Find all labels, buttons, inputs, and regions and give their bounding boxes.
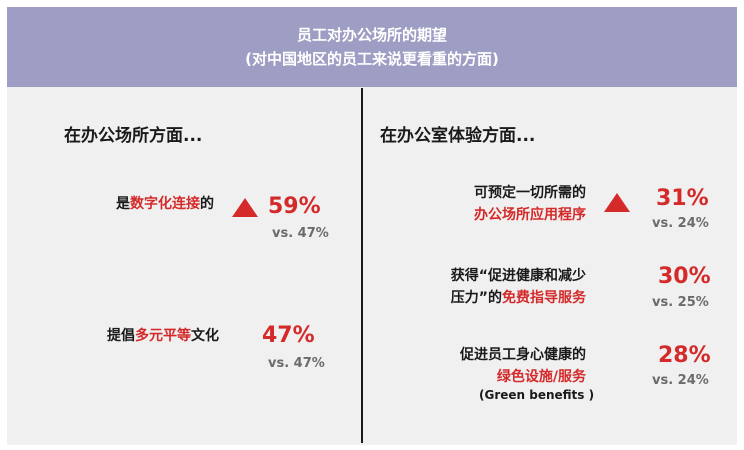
left-item-1-pre: 是 xyxy=(116,196,130,212)
left-item-2-compare: vs. 47% xyxy=(268,356,325,371)
left-item-2-post: 文化 xyxy=(191,328,219,344)
right-item-3-percent: 28% xyxy=(658,343,711,368)
right-item-3-highlight: 绿色设施/服务 xyxy=(496,369,586,385)
right-column-title: 在办公室体验方面... xyxy=(380,126,536,146)
header-subtitle: (对中国地区的员工来说更看重的方面) xyxy=(245,50,499,68)
right-item-3-compare: vs. 24% xyxy=(652,373,709,388)
up-triangle-icon xyxy=(232,198,258,217)
column-divider xyxy=(361,88,363,443)
right-item-1-line1: 可预定一切所需的 xyxy=(474,185,586,201)
left-item-2-pre: 提倡 xyxy=(107,328,135,344)
left-item-1-compare: vs. 47% xyxy=(272,226,329,241)
left-item-1-desc: 是数字化连接的 xyxy=(116,193,214,215)
up-triangle-icon xyxy=(604,193,630,212)
left-column-title: 在办公场所方面... xyxy=(64,126,203,146)
content-panel xyxy=(7,87,737,445)
left-item-2-desc: 提倡多元平等文化 xyxy=(107,325,219,347)
right-item-2-compare: vs. 25% xyxy=(652,295,709,310)
right-item-2-highlight: 免费指导服务 xyxy=(502,290,586,306)
header-title: 员工对办公场所的期望 xyxy=(296,26,447,44)
left-item-2-percent: 47% xyxy=(262,323,315,348)
right-item-3-note: (Green benefits ) xyxy=(479,388,595,402)
right-item-1-highlight: 办公场所应用程序 xyxy=(474,207,586,223)
right-item-2-line2-pre: 压力”的 xyxy=(450,290,502,306)
right-item-1-percent: 31% xyxy=(656,186,709,211)
left-item-2-highlight: 多元平等 xyxy=(135,328,191,344)
right-item-2-line1: 获得“促进健康和减少 xyxy=(450,268,586,284)
right-item-3-line1: 促进员工身心健康的 xyxy=(460,347,586,363)
right-item-3-desc: 促进员工身心健康的 绿色设施/服务 xyxy=(460,344,586,388)
left-item-1-percent: 59% xyxy=(268,194,321,219)
right-item-2-percent: 30% xyxy=(658,264,711,289)
header-banner: 员工对办公场所的期望 (对中国地区的员工来说更看重的方面) xyxy=(7,7,737,87)
left-item-1-post: 的 xyxy=(200,196,214,212)
right-item-1-compare: vs. 24% xyxy=(652,216,709,231)
right-item-1-desc: 可预定一切所需的 办公场所应用程序 xyxy=(474,182,586,226)
right-item-2-desc: 获得“促进健康和减少 压力”的免费指导服务 xyxy=(451,265,586,309)
left-item-1-highlight: 数字化连接 xyxy=(130,196,200,212)
